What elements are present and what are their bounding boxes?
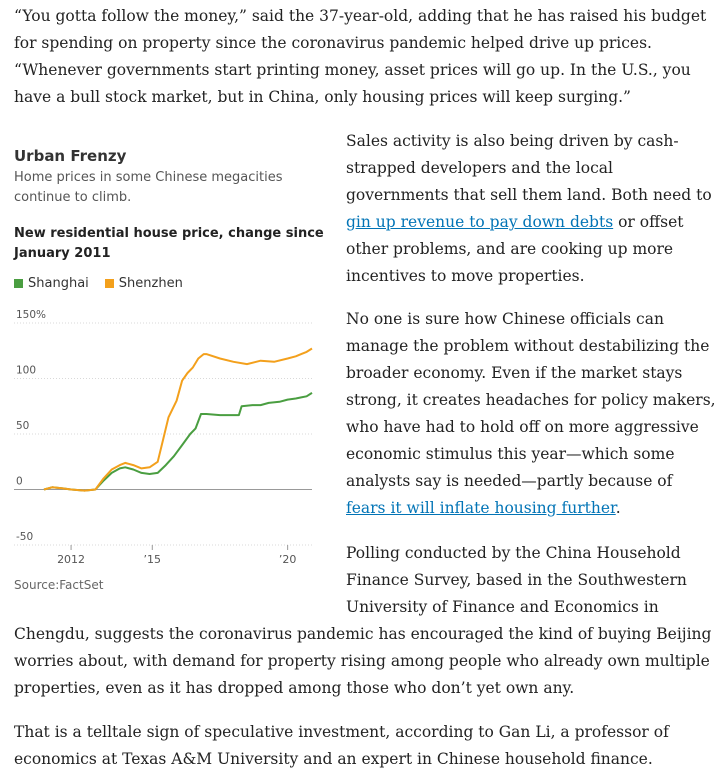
y-tick-label: 50 [16,420,29,432]
paragraph-quote: “You gotta follow the money,” said the 3… [14,7,707,106]
paragraph-text: . [615,499,621,517]
chart-legend: Shanghai Shenzhen [14,276,332,291]
paragraph-sales-activity: Sales activity is also being driven by c… [346,128,716,290]
paragraph-polling-rest: Chengdu, suggests the coronavirus pandem… [14,625,712,697]
legend-item-shenzhen: Shenzhen [104,276,183,291]
x-tick-label: 2012 [57,553,85,566]
legend-swatch-shanghai [14,279,23,288]
link-fears-inflate-housing[interactable]: fears it will inflate housing further [346,499,616,517]
y-tick-label: -50 [16,531,33,543]
series-line-shenzhen [43,347,313,492]
paragraph-text: Sales activity is also being driven by c… [346,132,712,204]
legend-swatch-shenzhen [104,279,114,288]
paragraph-gan-li: That is a telltale sign of speculative i… [14,723,669,768]
paragraph-line: Finance Survey, based in the Southwester… [346,571,687,589]
chart-source: Source:FactSet [14,578,104,592]
chart-heading: New residential house price, change sinc… [14,226,324,261]
paragraph-line: University of Finance and Economics in [346,598,659,616]
x-tick-label: ’15 [144,553,162,566]
chart-subtitle: Home prices in some Chinese megacities c… [14,170,283,205]
line-chart: 150% 100 50 0 -50 2012 ’15 ’20 [14,309,313,566]
paragraph-officials: No one is sure how Chinese officials can… [346,306,716,522]
legend-item-shanghai: Shanghai [14,276,89,291]
series-line-shanghai [43,392,313,492]
y-tick-label: 150% [16,309,46,321]
legend-label: Shanghai [28,276,89,291]
x-tick-label: ’20 [279,553,297,566]
link-gin-up-revenue[interactable]: gin up revenue to pay down debts [346,213,614,231]
chart-block: Urban Frenzy Home prices in some Chinese… [14,146,332,291]
paragraph-text: No one is sure how Chinese officials can… [346,310,716,490]
y-tick-label: 100 [16,365,36,377]
y-tick-label: 0 [16,476,23,488]
legend-label: Shenzhen [118,276,183,291]
paragraph-polling-right: Polling conducted by the China Household… [346,540,716,621]
paragraph-line: Polling conducted by the China Household [346,544,681,562]
paragraph-text: or offset other problems, and are cookin… [346,213,684,285]
chart-title: Urban Frenzy [14,147,127,165]
